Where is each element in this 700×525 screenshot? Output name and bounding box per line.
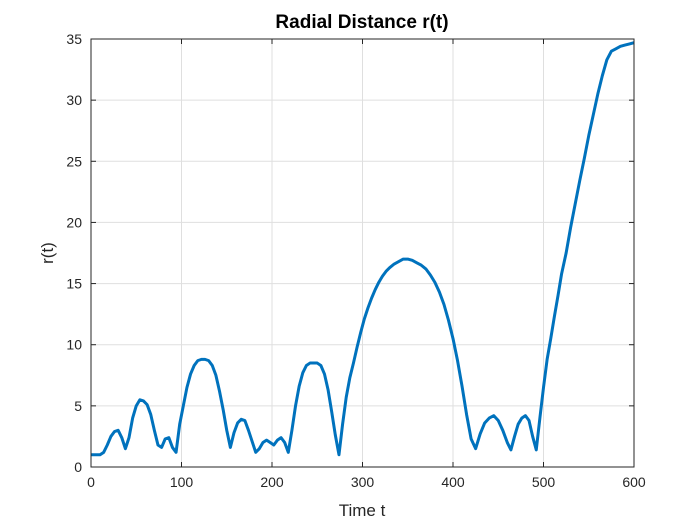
series-layer	[91, 41, 634, 457]
series-line-r-t	[91, 41, 634, 457]
x-axis-label: Time t	[339, 501, 386, 520]
x-tick-label: 0	[87, 474, 95, 490]
x-tick-label: 100	[170, 474, 194, 490]
x-tick-label: 200	[260, 474, 284, 490]
y-tick-label: 30	[66, 92, 82, 108]
grid	[90, 38, 635, 468]
y-tick-label: 5	[74, 398, 82, 414]
y-tick-label: 35	[66, 31, 82, 47]
x-tick-label: 300	[351, 474, 375, 490]
x-tick-label: 400	[441, 474, 465, 490]
y-tick-label: 20	[66, 214, 82, 230]
y-tick-label: 10	[66, 337, 82, 353]
x-tick-label: 500	[532, 474, 556, 490]
y-tick-label: 0	[74, 459, 82, 475]
y-axis-label: r(t)	[38, 242, 57, 264]
y-tick-label: 25	[66, 153, 82, 169]
ticks: 0 100 200 300 400 500 600 0 5 10 15 20 25 30 35	[66, 31, 645, 490]
y-tick-label: 15	[66, 276, 82, 292]
x-tick-label: 600	[622, 474, 646, 490]
chart-title: Radial Distance r(t)	[275, 12, 448, 33]
